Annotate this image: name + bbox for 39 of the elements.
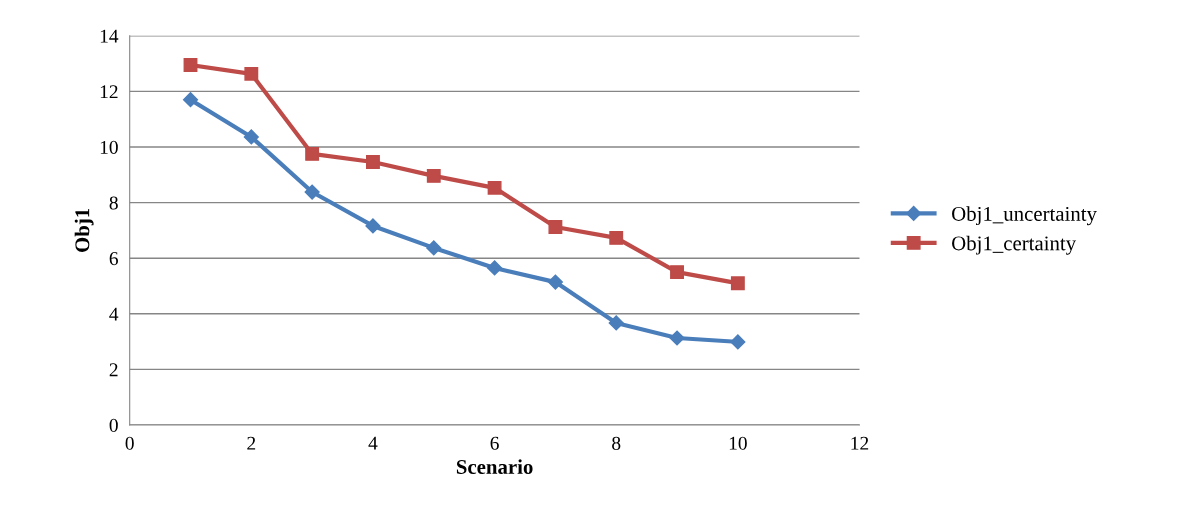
point [487,260,503,276]
point [669,330,685,346]
y-axis-title: Obj1 [74,208,94,252]
x-tick-label: 10 [729,436,747,450]
y-tick-label: 0 [109,418,118,432]
point [304,184,320,200]
point [366,155,380,169]
point [243,129,259,145]
y-tick-label: 6 [109,252,118,266]
point [426,168,441,183]
point [730,334,746,350]
y-tick-label: 14 [100,29,119,43]
point [244,66,259,81]
point [670,265,684,280]
y-tick-label: 10 [100,140,118,154]
y-tick-label: 2 [109,363,118,377]
x-axis-title: Scenario [456,459,533,474]
x-tick-label: 12 [851,436,869,450]
y-tick-label: 4 [109,307,119,321]
point [608,315,624,331]
point [426,240,442,256]
x-tick-label: 8 [612,436,621,450]
x-tick-label: 2 [247,436,256,450]
x-tick-label: 4 [368,436,378,450]
point [547,274,563,290]
point [182,92,199,108]
point [183,58,198,72]
point [365,218,381,234]
x-tick-label: 0 [125,436,134,450]
legend-label: Obj1_certainty [952,235,1077,255]
point [548,220,563,234]
point [487,180,502,195]
y-tick-label: 12 [100,85,118,99]
point [305,146,320,161]
legend-label: Obj1_uncertainty [952,206,1097,226]
point [730,276,745,291]
point [609,230,624,245]
y-tick-label: 8 [109,196,118,210]
x-tick-label: 6 [490,436,499,450]
